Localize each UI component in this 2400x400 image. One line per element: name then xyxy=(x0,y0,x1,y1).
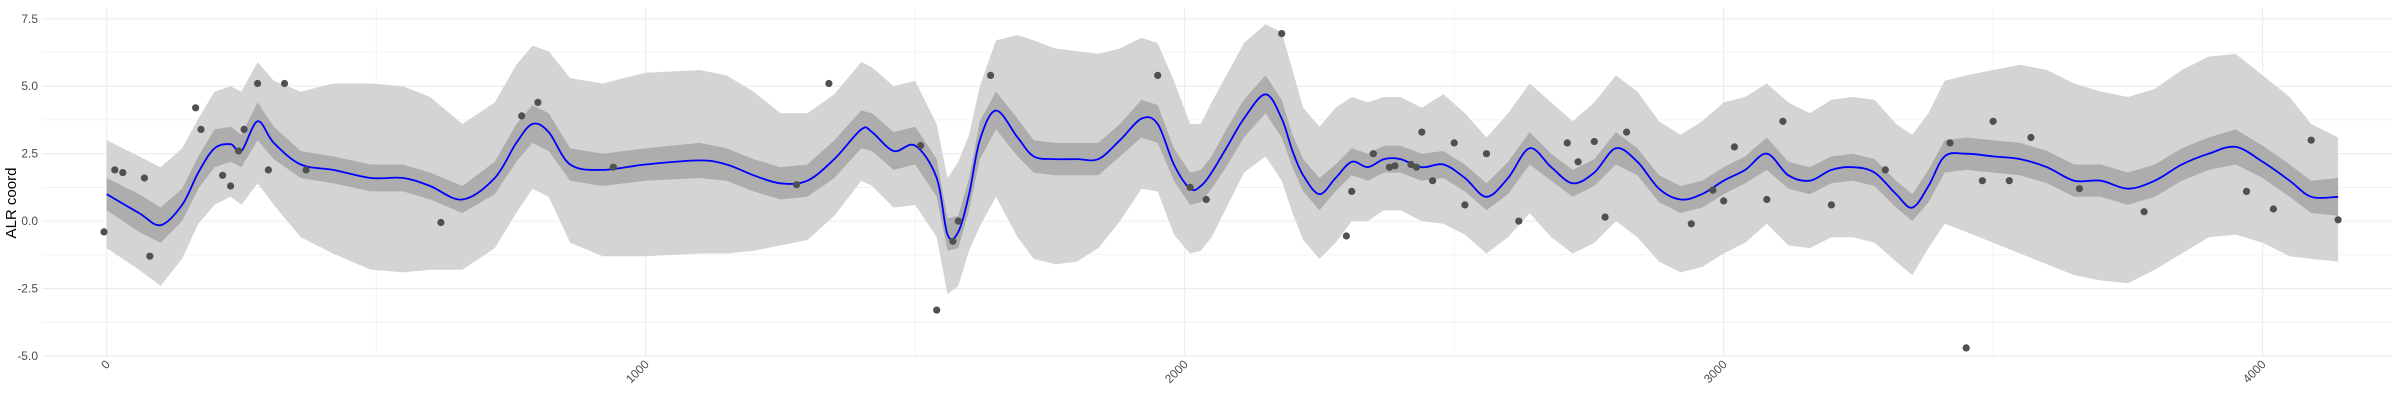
data-point xyxy=(1962,344,1970,352)
y-tick-label: -5.0 xyxy=(17,349,38,363)
data-point xyxy=(192,104,200,112)
data-point xyxy=(240,125,248,133)
data-point xyxy=(1391,162,1399,170)
data-point xyxy=(534,98,542,106)
inner-confidence-band xyxy=(106,75,2339,251)
data-point xyxy=(2005,177,2013,185)
data-point xyxy=(1429,177,1437,185)
data-point xyxy=(1482,150,1491,158)
data-point xyxy=(1946,139,1954,147)
data-point xyxy=(1450,139,1458,147)
data-point xyxy=(518,112,526,120)
data-point xyxy=(119,169,127,177)
data-point xyxy=(227,182,235,190)
data-point xyxy=(1278,29,1286,38)
data-point xyxy=(1574,158,1582,166)
y-tick-label: 2.5 xyxy=(21,147,38,161)
y-axis-title: ALR coord xyxy=(3,168,20,239)
data-point xyxy=(1348,187,1356,195)
mean-line xyxy=(106,93,2339,241)
data-point xyxy=(2269,205,2277,213)
y-tick-label: -2.5 xyxy=(17,282,38,296)
data-point xyxy=(1418,128,1426,136)
data-point xyxy=(1779,117,1787,125)
data-point xyxy=(1989,117,1997,125)
data-point xyxy=(2334,216,2342,224)
data-point xyxy=(1154,71,1162,79)
data-point xyxy=(1827,201,1835,209)
data-point xyxy=(2242,187,2251,195)
data-point xyxy=(1461,201,1469,209)
data-point xyxy=(1407,160,1415,169)
data-point xyxy=(1563,139,1571,147)
data-point xyxy=(254,79,262,88)
data-point xyxy=(437,218,445,227)
data-point xyxy=(197,125,205,133)
y-tick-label: 7.5 xyxy=(21,12,38,26)
data-point xyxy=(1515,217,1523,225)
data-point xyxy=(609,163,617,171)
data-point xyxy=(100,228,108,236)
data-point xyxy=(1709,186,1717,194)
data-point xyxy=(264,166,272,174)
data-point xyxy=(2140,208,2148,216)
observed-points xyxy=(100,29,2342,352)
y-tick-label: 0.0 xyxy=(21,214,38,228)
y-tick-labels: -5.0 -2.5 0.0 2.5 5.0 7.5 xyxy=(17,12,38,363)
y-tick-label: 5.0 xyxy=(21,79,38,93)
data-point xyxy=(1601,213,1609,221)
data-point xyxy=(1881,166,1889,174)
data-point xyxy=(1687,220,1695,228)
data-point xyxy=(111,166,119,174)
data-point xyxy=(954,217,962,225)
data-point xyxy=(793,181,801,189)
data-point xyxy=(1590,137,1598,146)
data-point xyxy=(1720,197,1728,205)
data-point xyxy=(1202,195,1210,204)
data-point xyxy=(1978,177,1986,185)
data-point xyxy=(2075,185,2083,193)
data-point xyxy=(933,306,941,314)
data-point xyxy=(140,174,148,182)
data-point xyxy=(1342,232,1350,240)
data-point xyxy=(987,71,995,79)
data-point xyxy=(1369,150,1377,158)
data-point xyxy=(825,79,833,88)
data-point xyxy=(2027,133,2035,142)
data-point xyxy=(917,142,925,150)
data-point xyxy=(1763,195,1771,204)
data-point xyxy=(280,79,289,88)
data-point xyxy=(1412,163,1420,171)
data-point xyxy=(1385,163,1394,171)
data-point xyxy=(2307,136,2315,144)
data-point xyxy=(219,171,227,179)
data-point xyxy=(1623,128,1631,136)
data-point xyxy=(949,237,957,245)
data-point xyxy=(235,147,243,155)
data-point xyxy=(302,166,310,174)
data-point xyxy=(1730,143,1738,151)
data-point xyxy=(146,252,154,260)
data-point xyxy=(1186,183,1194,191)
